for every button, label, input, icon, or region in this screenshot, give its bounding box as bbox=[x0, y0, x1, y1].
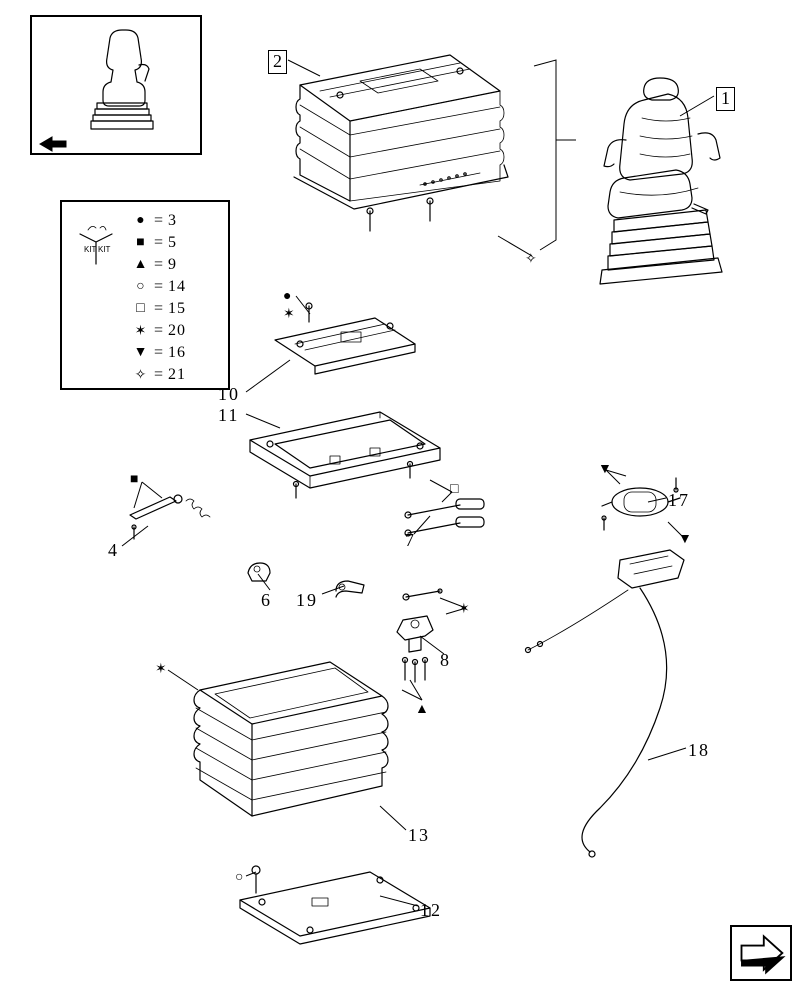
arrow-right-icon bbox=[732, 927, 790, 979]
callout-13: 13 bbox=[408, 825, 430, 846]
callout-6: 6 bbox=[261, 590, 272, 611]
callout-11: 11 bbox=[218, 405, 239, 426]
leader-lines bbox=[0, 0, 812, 1000]
symbol-triangle-down: ▼ bbox=[678, 530, 692, 546]
symbol-square-open: □ bbox=[450, 480, 458, 496]
callout-12: 12 bbox=[420, 900, 442, 921]
callout-4: 4 bbox=[108, 540, 119, 561]
callout-2: 2 bbox=[268, 50, 287, 74]
symbol-triangle-down: ▼ bbox=[598, 460, 612, 476]
callout-8: 8 bbox=[440, 650, 451, 671]
nav-next-button[interactable] bbox=[730, 925, 792, 981]
callout-1: 1 bbox=[716, 87, 735, 111]
callout-19: 19 bbox=[296, 590, 318, 611]
symbol-star-open: ✧ bbox=[525, 250, 537, 267]
symbol-triangle-up: ▲ bbox=[415, 700, 429, 716]
callout-7: 7 bbox=[405, 530, 416, 551]
symbol-dot: ● bbox=[283, 287, 291, 303]
symbol-star: ✶ bbox=[458, 600, 470, 617]
callout-18: 18 bbox=[688, 740, 710, 761]
symbol-square: ■ bbox=[130, 470, 138, 486]
callout-10: 10 bbox=[218, 384, 240, 405]
symbol-star: ✶ bbox=[283, 305, 295, 322]
callout-17: 17 bbox=[668, 490, 690, 511]
symbol-circle-open: ○ bbox=[235, 868, 243, 884]
symbol-star: ✶ bbox=[155, 660, 167, 677]
